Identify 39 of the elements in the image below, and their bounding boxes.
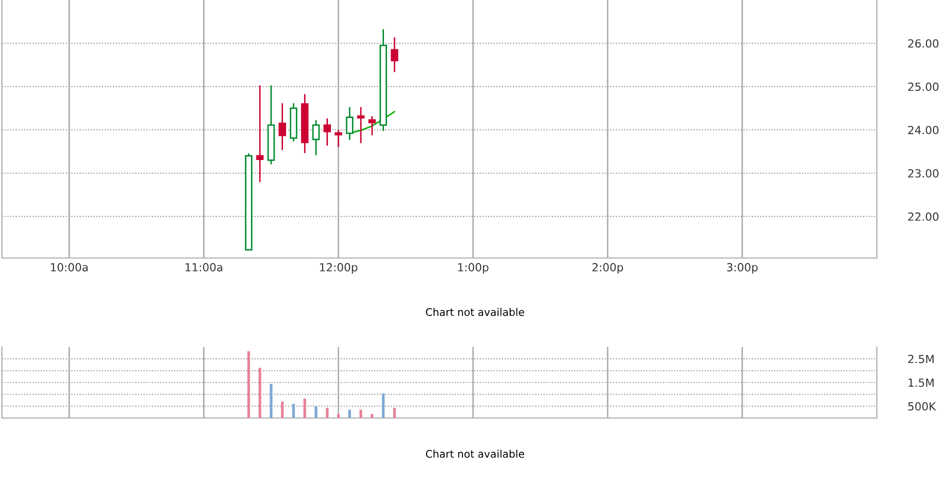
bar [382,393,385,418]
y-tick-label: 23.00 [908,169,938,178]
bar [348,410,351,418]
candlestick [323,118,331,146]
bar [393,408,396,418]
candlestick [357,107,365,144]
y-tick-label: 1.5M [908,378,934,387]
x-tick-label: 11:00a [186,263,222,272]
bar [314,406,318,418]
bar [292,404,295,418]
candlestick [256,85,264,182]
text: Chart not available [426,308,524,316]
candlestick [334,130,342,148]
x-tick-label: 10:00a [51,263,88,272]
y-tick-label: 500K [908,402,936,411]
candlestick [390,37,398,72]
x-tick-label: 2:00p [592,263,624,274]
bar [247,351,250,418]
bar [326,408,329,418]
bar [360,410,362,418]
x-tick-label: 3:00p [727,263,758,274]
candlestick [312,120,320,156]
x-tick-label: 1:00p [458,263,488,274]
candlestick [368,116,376,136]
bar [280,402,284,418]
bar [303,398,306,418]
bar [337,414,340,418]
candlestick [278,103,286,150]
candlestick [346,107,354,140]
bar [370,414,374,418]
y-tick-label: 25.00 [908,82,938,91]
bar [270,384,272,418]
bar [258,368,262,418]
text: Chart not available [426,450,524,458]
y-tick-label: 26.00 [908,39,938,48]
y-tick-label: 2.5M [908,354,934,364]
y-tick-label: 22.00 [908,212,938,221]
x-tick-label: 12:00p [320,263,358,274]
y-tick-label: 24.00 [908,126,938,134]
